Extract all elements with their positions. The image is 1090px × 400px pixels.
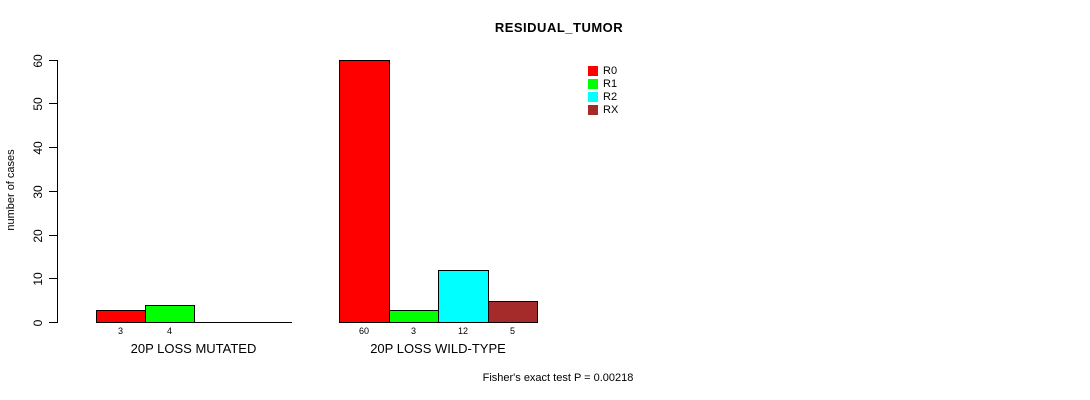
bar-value-label: 60 xyxy=(358,326,370,336)
y-tick xyxy=(49,235,57,236)
bar-R0 xyxy=(339,60,390,323)
y-tick-label: 40 xyxy=(31,140,45,155)
y-tick-label: 0 xyxy=(31,319,45,326)
annotation-text: Fisher's exact test P = 0.00218 xyxy=(482,372,634,384)
legend-swatch-R2 xyxy=(588,92,598,102)
y-tick-label: 50 xyxy=(31,96,45,111)
group-label: 20P LOSS WILD-TYPE xyxy=(370,341,506,356)
group-label: 20P LOSS MUTATED xyxy=(130,341,257,356)
y-tick xyxy=(49,278,57,279)
y-axis-label: number of cases xyxy=(5,149,17,231)
legend-row: R1 xyxy=(588,78,618,90)
chart-title: RESIDUAL_TUMOR xyxy=(494,20,624,35)
bar-value-label: 5 xyxy=(509,326,516,336)
y-tick-label: 60 xyxy=(31,53,45,68)
legend-row: R0 xyxy=(588,65,618,77)
legend-row: R2 xyxy=(588,91,618,103)
legend-label: R1 xyxy=(603,78,618,90)
legend-swatch-R0 xyxy=(588,66,598,76)
legend-swatch-RX xyxy=(588,105,598,115)
y-tick xyxy=(49,147,57,148)
bar-value-label: 3 xyxy=(410,326,417,336)
bar-R1 xyxy=(145,305,195,323)
bar-value-label: 12 xyxy=(457,326,469,336)
legend: R0 R1 R2 RX xyxy=(588,65,619,116)
legend-label: R2 xyxy=(603,91,618,103)
y-tick xyxy=(49,60,57,61)
y-tick xyxy=(49,322,57,323)
bar-value-label: 4 xyxy=(166,326,173,336)
legend-swatch-R1 xyxy=(588,79,598,89)
bar-R1 xyxy=(389,310,439,323)
legend-label: R0 xyxy=(603,65,618,77)
y-tick-label: 20 xyxy=(31,228,45,243)
y-tick-label: 10 xyxy=(31,271,45,286)
legend-label: RX xyxy=(603,104,619,116)
bar-R2 xyxy=(438,270,489,323)
bar-RX xyxy=(488,301,538,323)
y-tick xyxy=(49,103,57,104)
y-axis-line xyxy=(57,60,58,323)
y-tick xyxy=(49,191,57,192)
legend-row: RX xyxy=(588,104,619,116)
y-tick-label: 30 xyxy=(31,184,45,199)
bar-value-label: 3 xyxy=(117,326,124,336)
bar-R0 xyxy=(96,310,146,323)
